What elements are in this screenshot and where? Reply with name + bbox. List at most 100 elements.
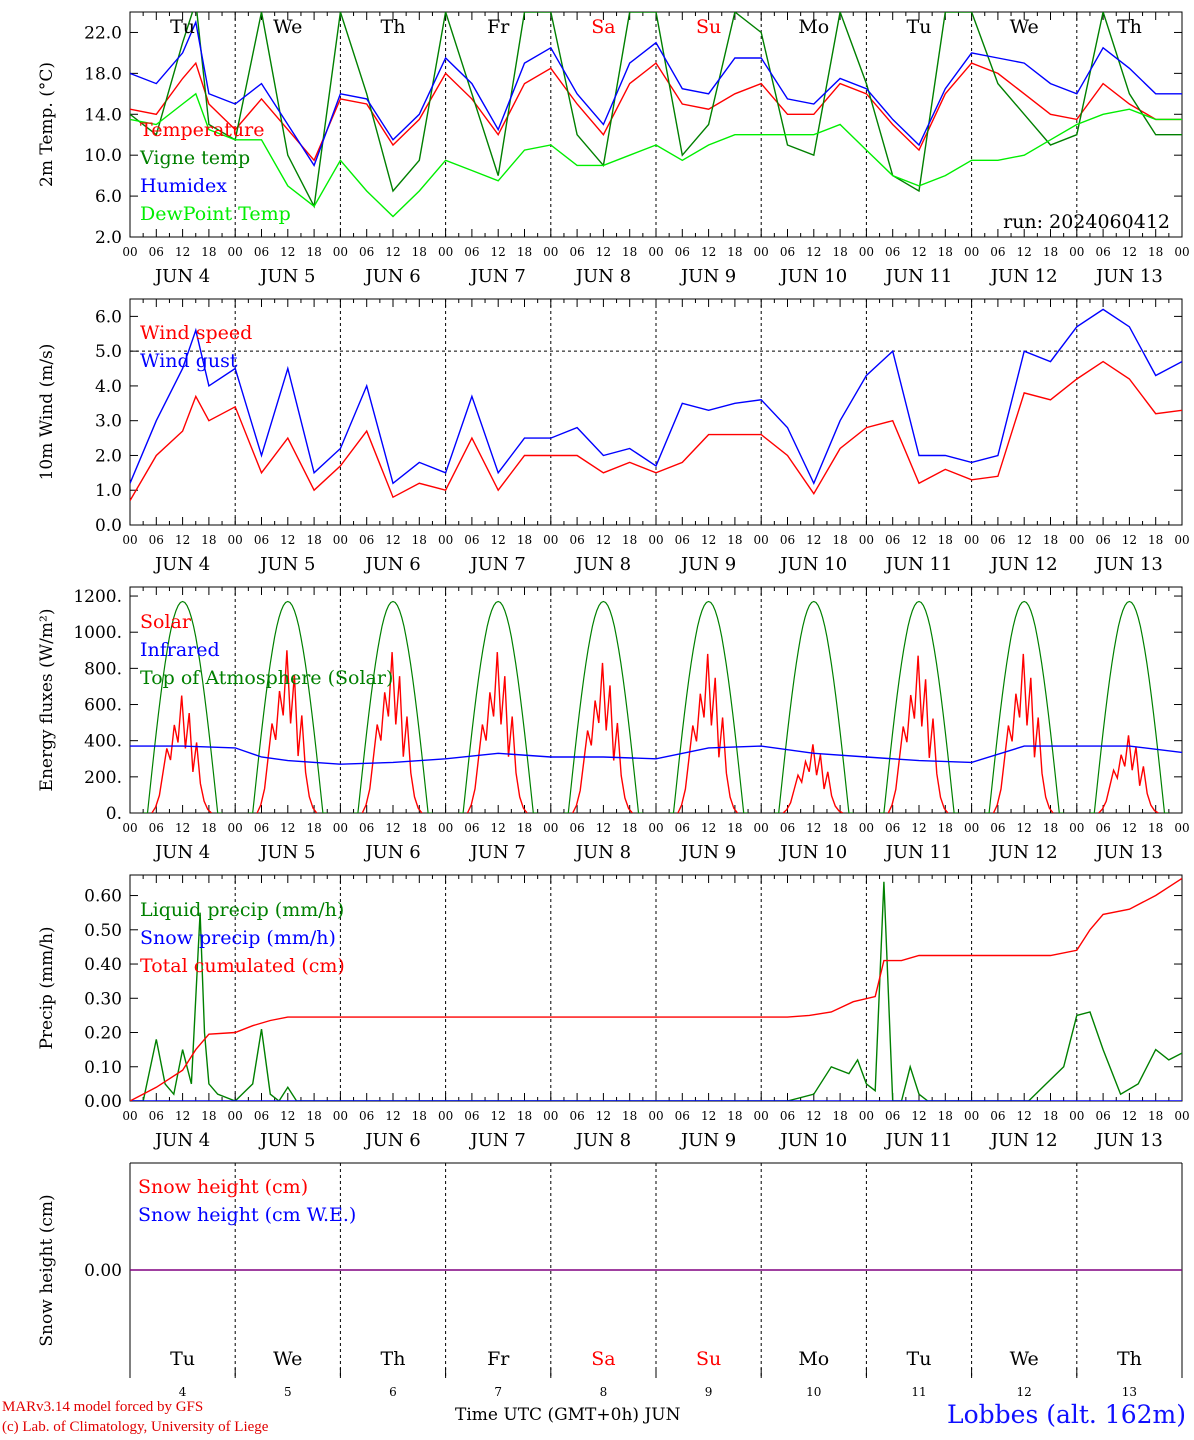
y-tick-label: 2.0	[95, 228, 122, 248]
hour-tick-label: 18	[727, 1109, 742, 1123]
hour-tick-label: 00	[1174, 245, 1189, 259]
weekday-label: Sa	[591, 1348, 615, 1370]
y-tick-label: 0.10	[84, 1058, 122, 1078]
y-tick-label: 1.0	[95, 481, 122, 501]
solar-line	[782, 744, 844, 813]
hour-tick-label: 12	[491, 1109, 506, 1123]
day-label: JUN 6	[363, 842, 420, 863]
y-tick-label: 6.0	[95, 187, 122, 207]
model-credit-line1: MARv3.14 model forced by GFS	[2, 1399, 204, 1415]
hour-tick-label: 00	[859, 533, 874, 547]
legend-entry-2: Wind gust	[140, 350, 238, 372]
hour-tick-label: 18	[1148, 1109, 1163, 1123]
weekday-label: Th	[1117, 1348, 1142, 1370]
day-label: JUN 13	[1094, 842, 1163, 863]
hour-tick-label: 18	[938, 245, 953, 259]
hour-tick-label: 06	[359, 821, 374, 835]
weekday-label: Th	[1117, 16, 1142, 38]
hour-tick-label: 06	[990, 533, 1005, 547]
hour-tick-label: 06	[464, 533, 479, 547]
hour-tick-label: 00	[859, 245, 874, 259]
legend-entry-1: Snow height (cm)	[138, 1176, 308, 1198]
day-label: JUN 4	[153, 842, 210, 863]
hour-tick-label: 12	[1017, 1109, 1032, 1123]
day-label: JUN 8	[574, 554, 631, 575]
hour-tick-label: 12	[280, 245, 295, 259]
day-number-label: 5	[284, 1385, 292, 1399]
day-number-label: 12	[1017, 1385, 1032, 1399]
y-tick-label: 22.0	[84, 23, 122, 43]
y-tick-label: 4.0	[95, 377, 122, 397]
hour-tick-label: 00	[543, 1109, 558, 1123]
legend-entry-2: Snow precip (mm/h)	[140, 927, 336, 949]
hour-tick-label: 06	[359, 1109, 374, 1123]
hour-tick-label: 06	[780, 533, 795, 547]
day-label: JUN 10	[778, 1130, 847, 1151]
day-number-label: 9	[705, 1385, 713, 1399]
hour-tick-label: 00	[1174, 821, 1189, 835]
hour-tick-label: 00	[964, 1109, 979, 1123]
hour-tick-label: 18	[1043, 1109, 1058, 1123]
hour-tick-label: 12	[701, 821, 716, 835]
legend-entry-3: Top of Atmosphere (Solar)	[140, 667, 393, 689]
y-tick-label: 800.	[84, 659, 122, 679]
hour-tick-label: 06	[569, 1109, 584, 1123]
y-tick-label: 400.	[84, 732, 122, 752]
day-label: JUN 6	[363, 266, 420, 287]
hour-tick-label: 06	[780, 245, 795, 259]
hour-tick-label: 12	[175, 245, 190, 259]
hour-tick-label: 06	[254, 533, 269, 547]
y-tick-label: 600.	[84, 696, 122, 716]
solar-line	[151, 695, 212, 813]
hour-tick-label: 12	[385, 821, 400, 835]
toa-solar-line	[669, 600, 748, 813]
hour-tick-label: 18	[306, 245, 321, 259]
day-number-label: 10	[806, 1385, 821, 1399]
hour-tick-label: 06	[780, 1109, 795, 1123]
weekday-label: Su	[696, 1348, 721, 1370]
day-label: JUN 4	[153, 1130, 210, 1151]
y-tick-label: 3.0	[95, 412, 122, 432]
day-label: JUN 9	[679, 1130, 736, 1151]
hour-tick-label: 00	[228, 1109, 243, 1123]
hour-tick-label: 06	[254, 1109, 269, 1123]
hour-tick-label: 12	[596, 533, 611, 547]
hour-tick-label: 06	[569, 245, 584, 259]
day-label: JUN 12	[989, 266, 1058, 287]
hour-tick-label: 00	[648, 533, 663, 547]
hour-tick-label: 12	[911, 533, 926, 547]
hour-tick-label: 18	[832, 1109, 847, 1123]
hour-tick-label: 12	[596, 1109, 611, 1123]
hour-tick-label: 06	[675, 1109, 690, 1123]
weekday-label: We	[273, 1348, 302, 1370]
day-label: JUN 12	[989, 842, 1058, 863]
hour-tick-label: 18	[622, 245, 637, 259]
legend-entry-4: DewPoint Temp	[140, 203, 291, 225]
temp-series-line-4	[130, 92, 1182, 218]
y-tick-label: 2.0	[95, 446, 122, 466]
panel-4: 0.00 0.10 0.20 0.30 0.40 0.50 0.60 Precip (mm/h…	[37, 874, 1190, 1151]
hour-tick-label: 00	[438, 245, 453, 259]
day-number-label: 6	[389, 1385, 397, 1399]
day-label: JUN 7	[469, 842, 526, 863]
day-label: JUN 13	[1094, 554, 1163, 575]
hour-tick-label: 00	[754, 1109, 769, 1123]
hour-tick-label: 06	[885, 245, 900, 259]
weekday-label: We	[1010, 16, 1039, 38]
hour-tick-label: 12	[280, 533, 295, 547]
hour-tick-label: 06	[359, 533, 374, 547]
legend-entry-3: Total cumulated (cm)	[140, 955, 345, 977]
hour-tick-label: 00	[228, 245, 243, 259]
day-label: JUN 6	[363, 554, 420, 575]
hour-tick-label: 00	[1069, 821, 1084, 835]
y-tick-label: 10.0	[84, 146, 122, 166]
legend-entry-3: Humidex	[140, 175, 227, 197]
hour-tick-label: 12	[175, 1109, 190, 1123]
day-label: JUN 11	[884, 1130, 953, 1151]
hour-tick-label: 00	[648, 245, 663, 259]
legend-entry-1: Temperature	[140, 119, 264, 141]
hour-tick-label: 00	[754, 821, 769, 835]
hour-tick-label: 06	[149, 821, 164, 835]
hour-tick-label: 06	[780, 821, 795, 835]
